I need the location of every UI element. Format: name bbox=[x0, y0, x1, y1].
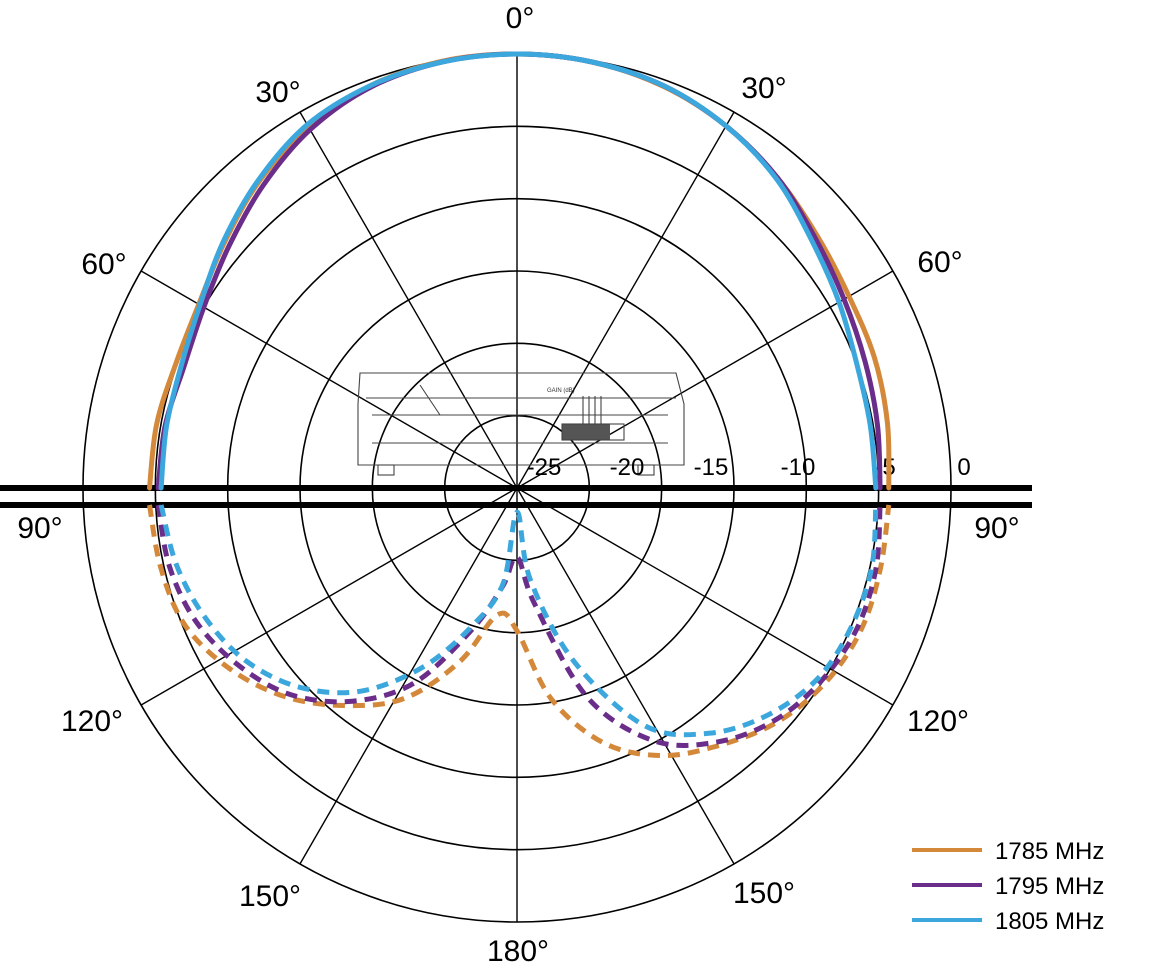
angle-label-120-left: 120° bbox=[61, 705, 123, 738]
svg-text:GAIN (dB): GAIN (dB) bbox=[547, 388, 575, 394]
series-layer bbox=[147, 51, 892, 759]
angle-label-120-right: 120° bbox=[907, 705, 969, 738]
angle-label-90-right: 90° bbox=[974, 512, 1019, 545]
series-front-line bbox=[158, 51, 879, 491]
legend-entry: 1805 MHz bbox=[912, 908, 1104, 935]
legend-label: 1805 MHz bbox=[995, 908, 1104, 935]
angle-labels: 0° 30° 30° 60° 60° 90° 90° 120° 120° 150… bbox=[17, 2, 1019, 968]
legend: 1785 MHz 1795 MHz 1805 MHz bbox=[912, 838, 1104, 935]
legend-label: 1785 MHz bbox=[995, 838, 1104, 865]
series-back-line bbox=[147, 504, 892, 759]
grid-spoke bbox=[299, 111, 518, 489]
angle-label-0: 0° bbox=[506, 2, 535, 35]
ring-label-0: 0 bbox=[957, 454, 970, 481]
series-back-line bbox=[158, 504, 879, 738]
ring-label-minus-25: -25 bbox=[527, 454, 562, 481]
series-1785-mhz bbox=[147, 51, 892, 759]
ring-labels: -25 -20 -15 -10 -5 0 bbox=[527, 454, 971, 481]
legend-entry: 1785 MHz bbox=[912, 838, 1104, 865]
grid-spoke bbox=[299, 487, 518, 865]
legend-entry: 1795 MHz bbox=[912, 873, 1104, 900]
angle-label-90-left: 90° bbox=[17, 512, 62, 545]
grid-spoke bbox=[516, 487, 894, 706]
grid-spoke bbox=[516, 270, 894, 489]
grid-spoke bbox=[516, 487, 735, 865]
ring-label-minus-20: -20 bbox=[610, 454, 645, 481]
angle-label-150-left: 150° bbox=[239, 880, 301, 913]
ring-label-minus-10: -10 bbox=[781, 454, 816, 481]
grid-spoke bbox=[516, 111, 735, 489]
angle-label-30-left: 30° bbox=[255, 76, 300, 109]
angle-label-60-right: 60° bbox=[917, 246, 962, 279]
series-1795-mhz bbox=[155, 51, 883, 748]
angle-label-150-right: 150° bbox=[733, 877, 795, 910]
ring-label-minus-15: -15 bbox=[694, 454, 729, 481]
grid-spoke bbox=[140, 487, 518, 706]
angle-label-30-right: 30° bbox=[741, 72, 786, 105]
legend-label: 1795 MHz bbox=[995, 873, 1104, 900]
series-back-line bbox=[155, 504, 883, 748]
angle-label-60-left: 60° bbox=[81, 248, 126, 281]
angle-label-180: 180° bbox=[487, 935, 549, 968]
device-illustration: GAIN (dB) bbox=[357, 372, 685, 476]
horizon-lines bbox=[0, 485, 1032, 508]
series-1805-mhz bbox=[158, 51, 879, 738]
